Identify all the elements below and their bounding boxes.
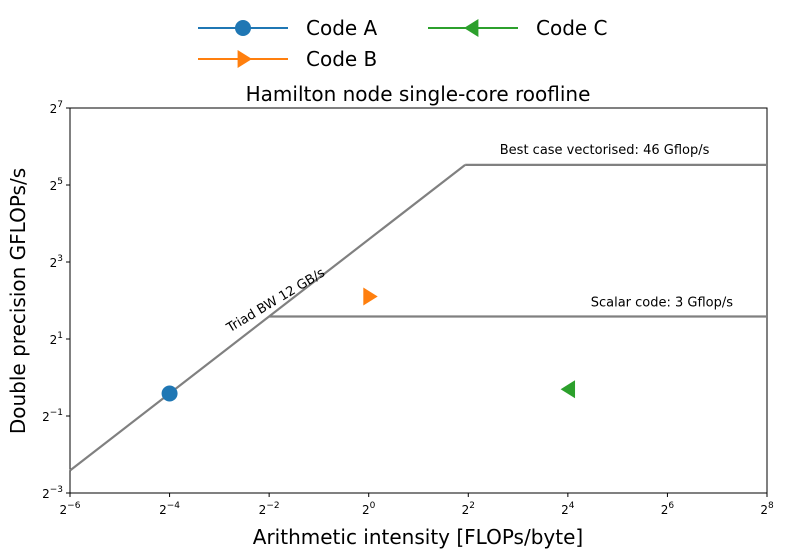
- legend-item-code-a: Code A: [198, 16, 378, 40]
- annotation-0: Best case vectorised: 46 Gflop/s: [500, 143, 710, 158]
- data-point-code-a: [161, 385, 178, 402]
- data-markers: [161, 287, 576, 402]
- y-tick-label: 2−3: [42, 485, 63, 501]
- y-tick-label: 2−1: [42, 408, 63, 424]
- x-tick-label: 2−6: [60, 501, 81, 517]
- legend-marker: [235, 20, 251, 36]
- x-tick-label: 28: [760, 501, 774, 517]
- annotation-1: Scalar code: 3 Gflop/s: [591, 295, 734, 310]
- x-tick-label: 2−4: [159, 501, 180, 517]
- legend-marker: [237, 50, 252, 68]
- plot-frame: [69, 107, 768, 494]
- y-tick-label: 27: [50, 100, 63, 116]
- x-tick-label: 20: [362, 501, 376, 517]
- y-tick-label: 21: [50, 331, 63, 347]
- chart-title: Hamilton node single-core roofline: [246, 82, 591, 106]
- data-point-code-b: [363, 287, 378, 306]
- y-tick-label: 23: [50, 254, 63, 270]
- y-axis-ticks: 2−3 2−1 21 23 25 27: [42, 100, 70, 501]
- bandwidth-roof-line: [69, 163, 466, 472]
- x-tick-label: 26: [661, 501, 675, 517]
- legend: Code A Code B Code C: [198, 16, 608, 71]
- x-tick-label: 24: [561, 501, 575, 517]
- legend-label: Code B: [306, 47, 377, 71]
- annotation-2: Triad BW 12 GB/s: [223, 265, 327, 336]
- x-axis-label: Arithmetic intensity [FLOPs/byte]: [253, 525, 583, 549]
- plot-area: [69, 107, 768, 494]
- legend-label: Code C: [536, 16, 608, 40]
- y-tick-label: 25: [50, 177, 63, 193]
- legend-label: Code A: [306, 16, 378, 40]
- y-axis-label: Double precision GFLOPs/s: [6, 168, 30, 434]
- legend-marker: [464, 19, 479, 37]
- annotations: Best case vectorised: 46 Gflop/s Scalar c…: [223, 143, 733, 336]
- data-point-code-c: [560, 380, 576, 399]
- x-axis-ticks: 2−6 2−4 2−2 20 22 24 26 28: [60, 493, 774, 517]
- legend-item-code-c: Code C: [428, 16, 608, 40]
- legend-item-code-b: Code B: [198, 47, 377, 71]
- x-tick-label: 2−2: [259, 501, 280, 517]
- roofline-lines: [69, 163, 767, 472]
- x-tick-label: 22: [462, 501, 475, 517]
